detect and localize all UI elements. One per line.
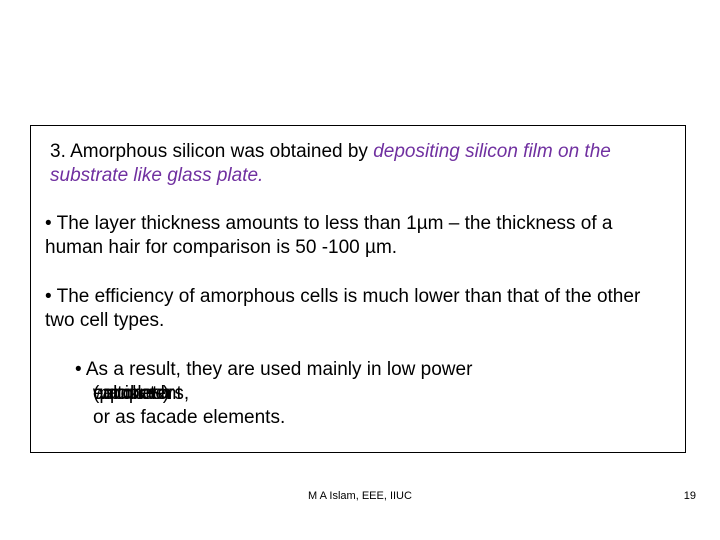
paragraph-efficiency: • The efficiency of amorphous cells is m…: [45, 285, 675, 333]
paragraph-amorphous-silicon: 3. Amorphous silicon was obtained by dep…: [50, 140, 670, 188]
para3-text: The efficiency of amorphous cells is muc…: [45, 286, 640, 331]
bullet-icon: •: [75, 359, 82, 380]
paragraph-usage: • As a result, they are used mainly in l…: [75, 358, 675, 430]
slide: 3. Amorphous silicon was obtained by dep…: [0, 0, 720, 540]
footer-author: M A Islam, EEE, IIUC: [0, 490, 720, 502]
bullet-icon: •: [45, 286, 52, 307]
page-number: 19: [684, 490, 696, 502]
para1-lead: Amorphous silicon was obtained by: [66, 141, 373, 162]
bullet-icon: •: [45, 213, 52, 234]
para4-line3: or as facade elements.: [75, 406, 675, 430]
para2-text: The layer thickness amounts to less than…: [45, 213, 612, 258]
list-number: 3.: [50, 141, 66, 162]
para4-line2-overlap-d: watches): [93, 382, 169, 406]
paragraph-layer-thickness: • The layer thickness amounts to less th…: [45, 212, 675, 260]
para4-line1: As a result, they are used mainly in low…: [82, 359, 473, 380]
